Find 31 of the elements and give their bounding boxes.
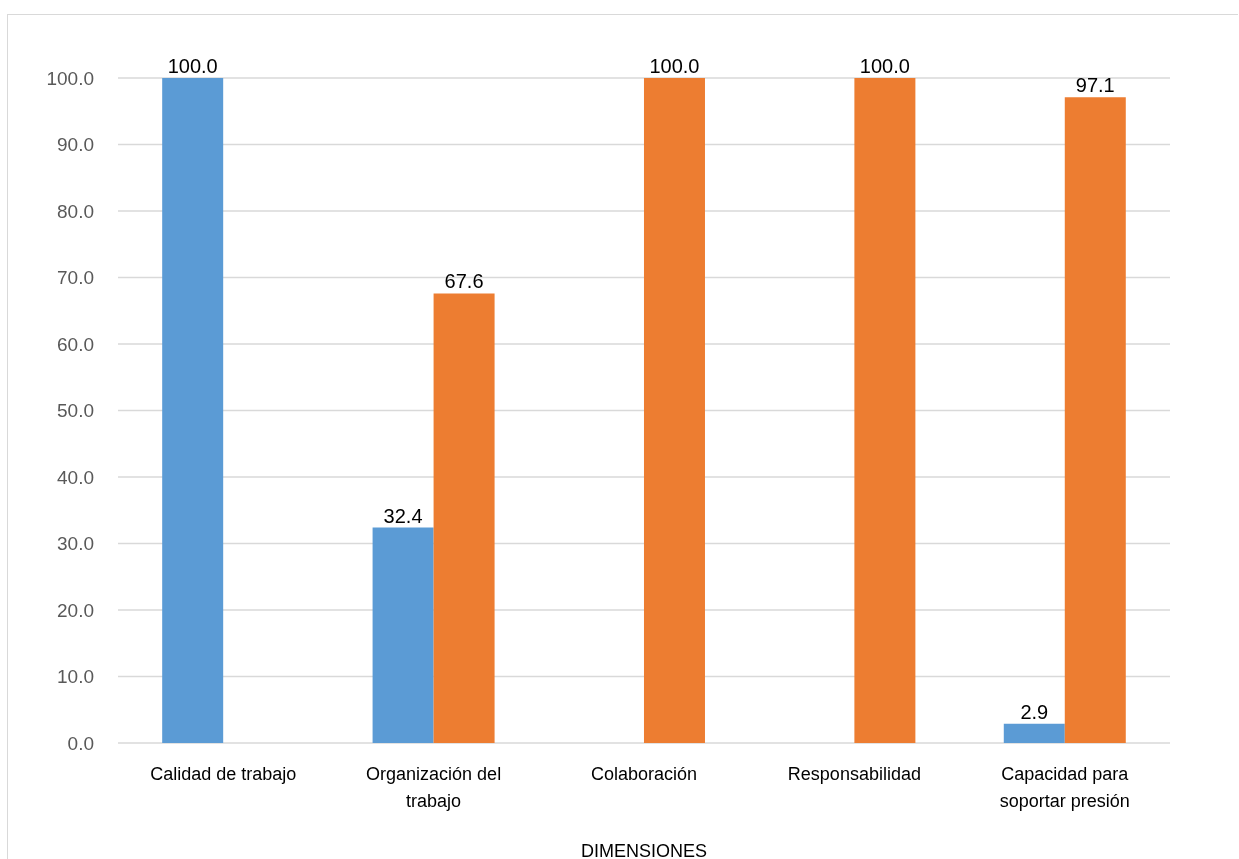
data-label: 67.6 <box>444 270 484 293</box>
y-tick-label: 0.0 <box>67 732 94 754</box>
y-tick-label: 10.0 <box>57 666 94 688</box>
data-label: 2.9 <box>1020 700 1049 723</box>
bar <box>372 527 434 743</box>
data-label: 97.1 <box>1075 74 1115 97</box>
y-tick-label: 40.0 <box>57 466 94 488</box>
y-tick-label: 50.0 <box>57 400 94 422</box>
data-label: 100.0 <box>167 55 218 77</box>
y-tick-label: 60.0 <box>57 333 94 355</box>
bar <box>643 78 705 743</box>
data-label: 100.0 <box>859 55 910 77</box>
bar <box>1064 97 1126 743</box>
x-tick-label: Colaboración <box>590 764 698 784</box>
y-tick-label: 30.0 <box>57 533 94 555</box>
y-tick-label: 20.0 <box>57 599 94 621</box>
y-tick-label: 100.0 <box>46 67 94 89</box>
data-label: 100.0 <box>649 55 700 77</box>
bar <box>162 78 224 743</box>
x-tick-label: Responsabilidad <box>787 764 921 784</box>
bar <box>433 293 495 743</box>
bar <box>854 78 916 743</box>
bar <box>1003 723 1065 743</box>
x-tick-label: Organización del trabajo <box>366 764 502 811</box>
x-axis-title: DIMENSIONES <box>580 841 708 859</box>
data-label: 32.4 <box>383 504 423 527</box>
x-tick-label: Calidad de trabajo <box>150 764 297 784</box>
y-tick-label: 80.0 <box>57 200 94 222</box>
x-tick-label: Capacidad para soportar presión <box>999 764 1130 811</box>
y-tick-label: 70.0 <box>57 267 94 289</box>
y-tick-label: 90.0 <box>57 134 94 156</box>
